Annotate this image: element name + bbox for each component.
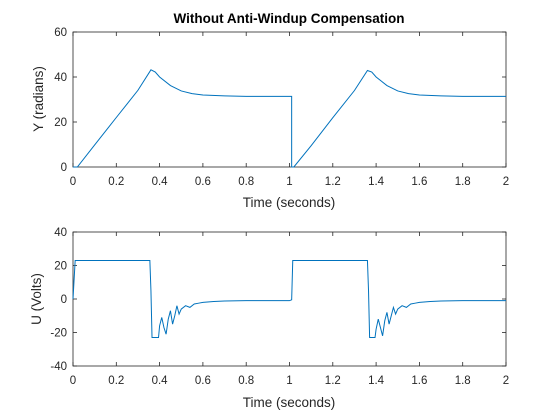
bottom-y-tick-label: -20 <box>50 328 67 340</box>
top-x-tick-label: 1.8 <box>455 176 471 188</box>
top-x-tick-label: 0.2 <box>108 176 124 188</box>
bottom-x-tick-label: 1.4 <box>368 375 385 387</box>
top-x-tick-label: 1.4 <box>368 176 385 188</box>
top-x-axis-label: Time (seconds) <box>243 195 336 210</box>
bottom-x-ticks: 0 0.2 0.4 0.6 0.8 1 1.2 1.4 1.6 1.8 2 <box>70 232 509 387</box>
top-x-ticks: 0 0.2 0.4 0.6 0.8 1 1.2 1.4 1.6 1.8 2 <box>70 32 509 188</box>
bottom-x-tick-label: 1.6 <box>411 375 427 387</box>
top-series-line <box>73 69 506 168</box>
bottom-x-tick-label: 0.8 <box>238 375 254 387</box>
top-x-tick-label: 0.4 <box>152 176 169 188</box>
top-y-tick-label: 20 <box>54 117 67 129</box>
top-x-tick-label: 0.8 <box>238 176 254 188</box>
top-chart-title: Without Anti-Windup Compensation <box>174 11 405 26</box>
bottom-y-tick-label: -40 <box>50 361 67 373</box>
bottom-plot-area <box>72 231 507 367</box>
bottom-x-tick-label: 1.2 <box>325 375 341 387</box>
top-x-tick-label: 1.2 <box>325 176 341 188</box>
bottom-x-axis-label: Time (seconds) <box>243 395 336 410</box>
bottom-y-tick-label: 20 <box>54 261 67 273</box>
top-plot-area <box>72 31 507 168</box>
top-y-tick-label: 0 <box>61 162 67 174</box>
bottom-x-tick-label: 1 <box>286 375 292 387</box>
bottom-y-ticks: -40 -20 0 20 40 <box>50 227 506 373</box>
top-y-axis-label: Y (radians) <box>31 66 46 132</box>
bottom-x-tick-label: 0.4 <box>152 375 169 387</box>
bottom-axes: 0 0.2 0.4 0.6 0.8 1 1.2 1.4 1.6 1.8 2 -40-2002040 … <box>29 227 509 410</box>
bottom-x-tick-label: 1.8 <box>455 375 471 387</box>
top-y-tick-label: 60 <box>54 27 67 39</box>
top-y-tick-label: 40 <box>54 72 67 84</box>
top-axes: 0 0.2 0.4 0.6 0.8 1 1.2 1.4 1.6 1.8 2 0 20 40 60 With… <box>31 11 509 210</box>
bottom-y-axis-label: U (Volts) <box>29 273 44 325</box>
bottom-series-line <box>72 259 506 339</box>
bottom-x-tick-label: 0.2 <box>108 375 124 387</box>
top-x-tick-label: 1 <box>286 176 292 188</box>
top-x-tick-label: 0 <box>70 176 76 188</box>
bottom-x-tick-label: 2 <box>503 375 509 387</box>
bottom-y-tick-label: 0 <box>61 294 67 306</box>
top-y-ticks: 0 20 40 60 <box>54 27 506 174</box>
top-x-tick-label: 2 <box>503 176 509 188</box>
bottom-y-tick-label: 40 <box>54 227 67 239</box>
top-x-tick-label: 0.6 <box>195 176 211 188</box>
bottom-x-tick-label: 0.6 <box>195 375 211 387</box>
bottom-x-tick-label: 0 <box>70 375 76 387</box>
top-x-tick-label: 1.6 <box>411 176 427 188</box>
